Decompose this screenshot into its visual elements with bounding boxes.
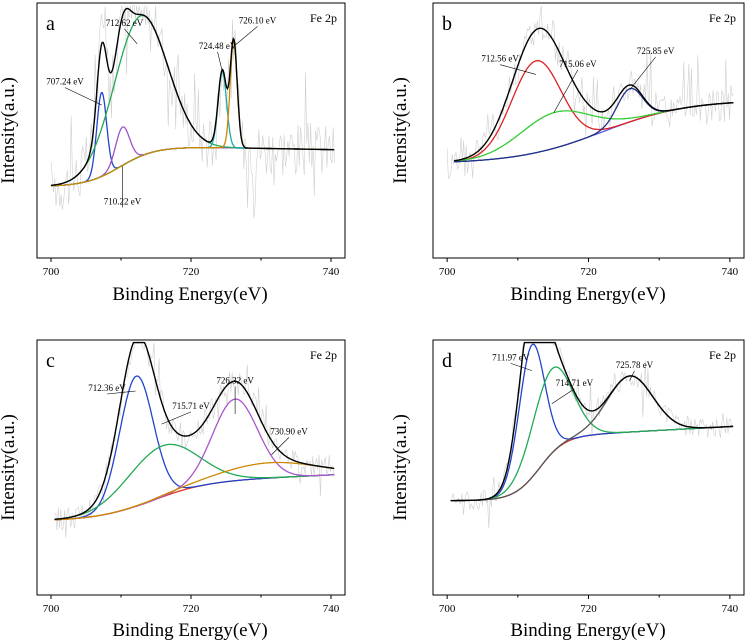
raw-data-line <box>50 5 335 219</box>
peak-annotation: 724.48 eV <box>199 41 237 51</box>
x-tick-label: 700 <box>439 603 456 615</box>
component-peak-730-90-eV <box>54 461 335 521</box>
plot-frame <box>36 2 346 259</box>
annotation-leader <box>217 51 223 72</box>
xps-panel-b: 700 720 740 712.56 eV 715.06 eV 725.85 eV b Fe … <box>390 2 745 305</box>
annotation-leader <box>551 388 575 405</box>
y-axis-label: Intensity(a.u.) <box>390 77 411 184</box>
x-tick-label: 740 <box>722 603 739 615</box>
x-tick-label: 720 <box>580 266 597 278</box>
annotation-leader <box>500 64 536 75</box>
annotation-leader <box>161 411 192 425</box>
element-tag: Fe 2p <box>709 348 736 362</box>
x-axis-label: Binding Energy(eV) <box>510 284 665 305</box>
peak-annotation: 730.90 eV <box>270 426 308 436</box>
peak-annotation: 726.32 eV <box>216 375 254 385</box>
element-tag: Fe 2p <box>310 348 337 362</box>
peak-annotation: 712.56 eV <box>481 54 519 64</box>
annotation-leader <box>510 363 533 371</box>
envelope-line <box>454 27 734 162</box>
background-line <box>54 474 334 521</box>
envelope-line <box>54 341 335 520</box>
panel-letter: b <box>442 13 452 35</box>
x-tick-label: 700 <box>43 603 60 615</box>
x-tick-label: 720 <box>183 603 200 615</box>
envelope-line <box>50 7 335 187</box>
peak-annotation: 711.97 eV <box>492 352 530 362</box>
plot-frame <box>432 2 745 259</box>
panel-letter: d <box>442 350 452 372</box>
annotation-leader <box>629 370 635 381</box>
x-tick-label: 740 <box>323 603 340 615</box>
element-tag: Fe 2p <box>310 11 337 25</box>
component-peak-726-10-eV <box>50 40 335 187</box>
y-axis-label: Intensity(a.u.) <box>0 77 19 184</box>
peak-annotation: 726.10 eV <box>239 15 277 25</box>
x-axis-label: Binding Energy(eV) <box>112 284 267 305</box>
annotation-leader <box>106 390 136 395</box>
peak-annotation: 707.24 eV <box>46 77 84 87</box>
peak-annotation: 712.62 eV <box>106 18 144 28</box>
envelope-line <box>450 341 734 502</box>
peak-annotation: 725.85 eV <box>637 46 675 56</box>
x-tick-label: 720 <box>580 603 597 615</box>
x-axis-label: Binding Energy(eV) <box>112 620 267 641</box>
annotation-leader <box>629 56 656 90</box>
component-peak-714-71-eV <box>450 366 734 502</box>
peak-annotation: 712.36 eV <box>88 383 126 393</box>
x-tick-label: 700 <box>439 266 456 278</box>
peak-annotation: 714.71 eV <box>556 378 594 388</box>
annotation-leader <box>271 437 290 455</box>
y-axis-label: Intensity(a.u.) <box>390 414 411 521</box>
peak-annotation: 715.71 eV <box>172 401 210 411</box>
y-axis-label: Intensity(a.u.) <box>0 414 19 521</box>
peak-annotation: 725.78 eV <box>616 360 654 370</box>
component-peak-715-71-eV <box>54 443 335 520</box>
xps-panel-d: 700 720 740 711.97 eV 714.71 eV 725.78 eV d Fe … <box>390 339 745 641</box>
annotation-leader <box>233 26 258 47</box>
xps-panel-a: 700 720 740 707.24 eV 712.62 eV 710.22 eV 724.… <box>0 2 346 305</box>
panel-letter: c <box>46 350 55 372</box>
panel-letter: a <box>46 13 55 35</box>
peak-annotation: 715.06 eV <box>559 59 597 69</box>
peak-annotation: 710.22 eV <box>104 196 142 206</box>
x-tick-label: 700 <box>43 266 60 278</box>
x-axis-label: Binding Energy(eV) <box>510 620 665 641</box>
x-tick-label: 720 <box>183 266 200 278</box>
x-tick-label: 740 <box>722 266 739 278</box>
xps-panel-c: 700 720 740 712.36 eV 715.71 eV 726.32 eV 730.… <box>0 339 346 641</box>
x-tick-label: 740 <box>323 266 340 278</box>
annotation-leader <box>553 69 579 113</box>
element-tag: Fe 2p <box>709 11 736 25</box>
annotation-leader <box>124 28 138 44</box>
annotation-leader <box>64 87 102 106</box>
